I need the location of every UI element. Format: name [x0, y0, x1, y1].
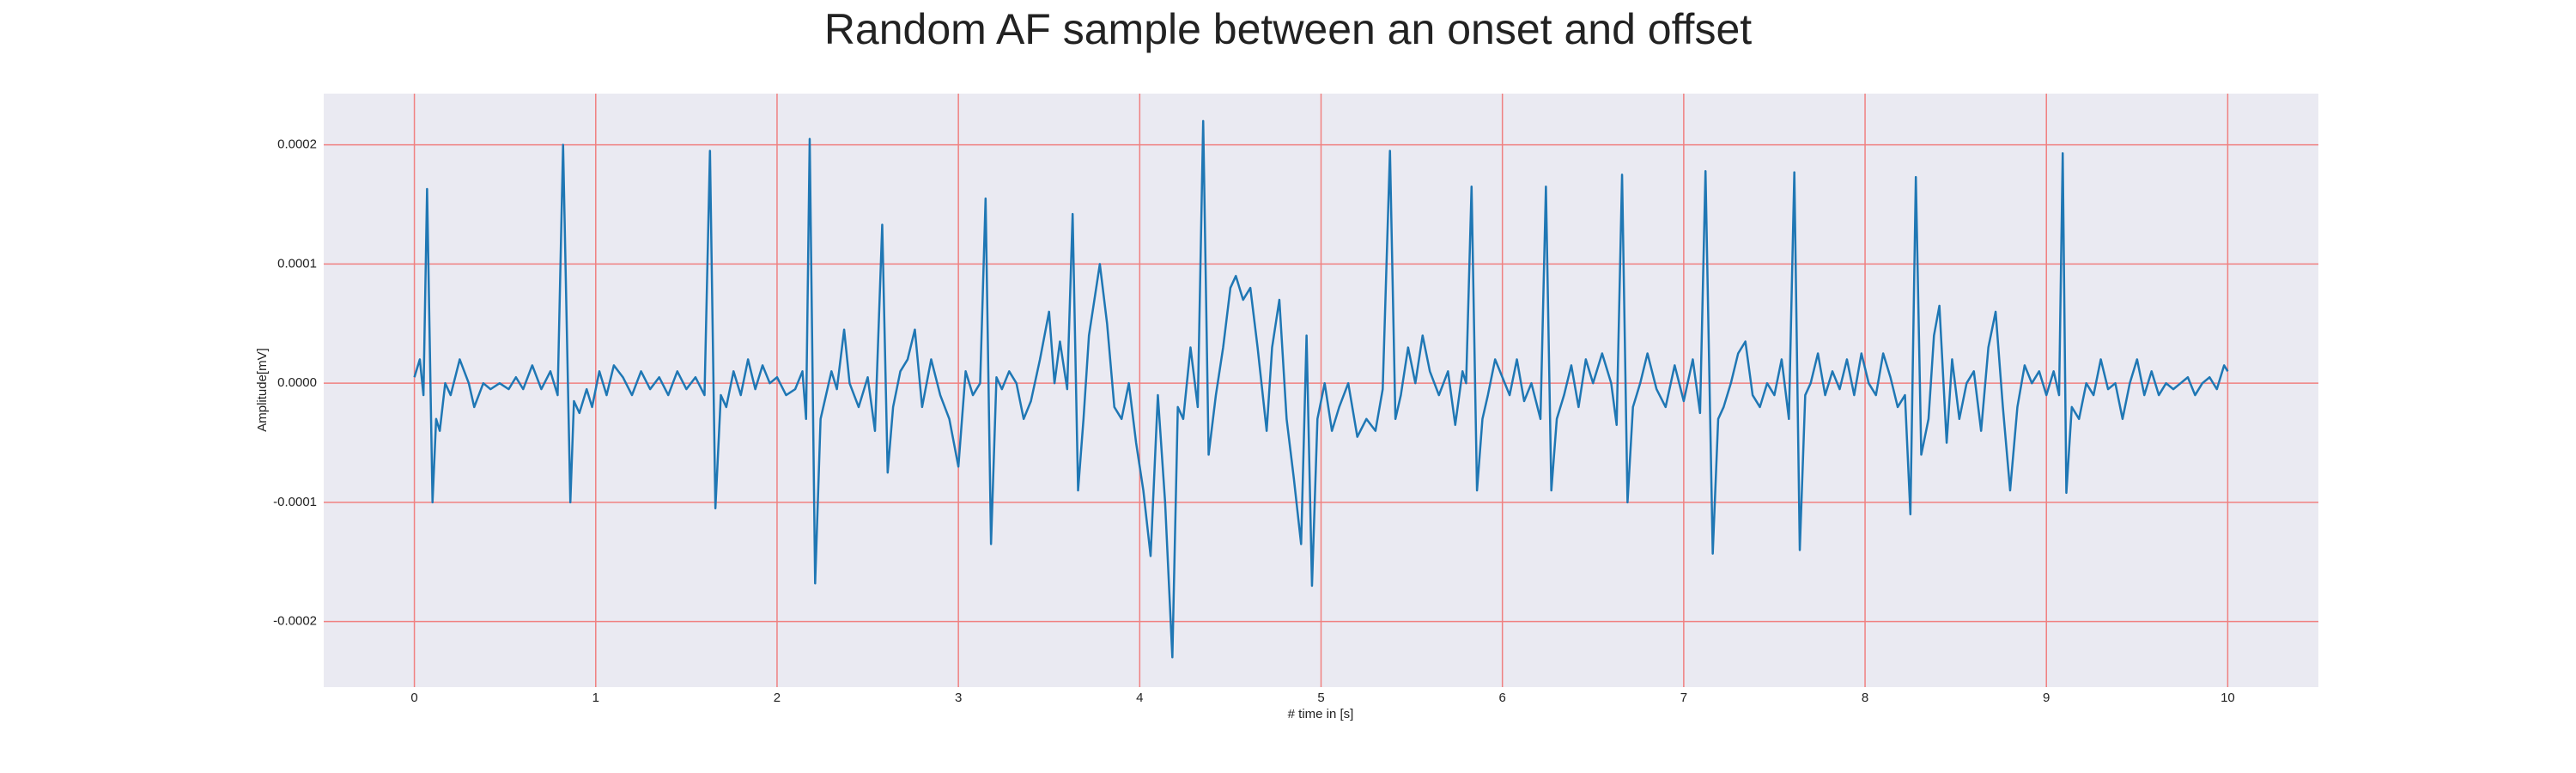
- x-tick-label: 3: [955, 691, 962, 705]
- x-tick-label: 9: [2043, 691, 2050, 705]
- x-tick-label: 10: [2221, 691, 2235, 705]
- x-tick-label: 1: [592, 691, 599, 705]
- y-tick-label: -0.0001: [273, 495, 317, 509]
- y-tick-label: 0.0002: [277, 137, 317, 152]
- signal-line: [413, 119, 2229, 659]
- x-axis-label: # time in [s]: [1288, 707, 1354, 721]
- x-tick-label: 2: [774, 691, 781, 705]
- x-tick-label: 5: [1317, 691, 1324, 705]
- x-tick-label: 7: [1680, 691, 1687, 705]
- chart-title: Random AF sample between an onset and of…: [824, 5, 1752, 53]
- y-tick-label: -0.0002: [273, 614, 317, 629]
- y-axis-label: Amplitude[mV]: [255, 348, 270, 432]
- y-tick-label: 0.0001: [277, 256, 317, 271]
- x-tick-label: 0: [410, 691, 417, 705]
- x-tick-label: 6: [1499, 691, 1506, 705]
- x-tick-label: 4: [1136, 691, 1143, 705]
- x-tick-label: 8: [1862, 691, 1868, 705]
- y-tick-label: 0.0000: [277, 375, 317, 390]
